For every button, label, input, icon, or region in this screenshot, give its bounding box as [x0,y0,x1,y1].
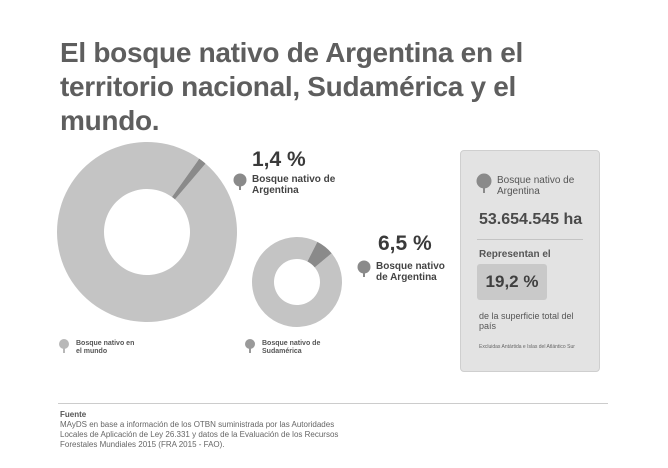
tree-icon [476,173,492,193]
slice-tab [198,158,205,165]
page-title: El bosque nativo de Argentina en el terr… [60,37,523,136]
panel-label: Bosque nativo de Argentina [497,175,575,197]
divider [477,239,583,240]
source-heading: Fuente [60,410,87,419]
southamerica-argentina-percent: 6,5 % [378,232,432,255]
world-argentina-percent: 1,4 % [252,148,306,171]
note-text: Excluidas Antártida e Islas del Atlántic… [479,344,575,350]
footer-divider [58,403,608,404]
southamerica-donut-chart [252,237,342,328]
southamerica-label: Bosque nativo de Sudamérica [262,340,321,355]
tree-icon [357,260,371,277]
represent-text: Representan el [479,249,551,260]
southamerica-remainder-slice [252,237,342,328]
southamerica-argentina-label: Bosque nativo de Argentina [376,261,445,283]
world-argentina-label: Bosque nativo de Argentina [252,174,336,196]
world-label: Bosque nativo en el mundo [76,340,135,355]
world-remainder-slice [57,142,238,323]
tree-icon [59,339,69,353]
surface-text: de la superficie total del país [479,311,574,331]
tree-icon [245,339,255,353]
argentina-summary-panel: Bosque nativo de Argentina 53.654.545 ha… [460,150,600,372]
hectares-value: 53.654.545 ha [479,211,583,228]
donut-charts [57,142,342,328]
southamerica-argentina-slice [307,241,332,268]
world-argentina-slice [171,158,206,200]
percent-box: 19,2 % [477,264,547,300]
tree-icon [233,173,247,190]
world-donut-chart [57,142,238,323]
source-text: MAyDS en base a información de los OTBN … [60,420,339,449]
